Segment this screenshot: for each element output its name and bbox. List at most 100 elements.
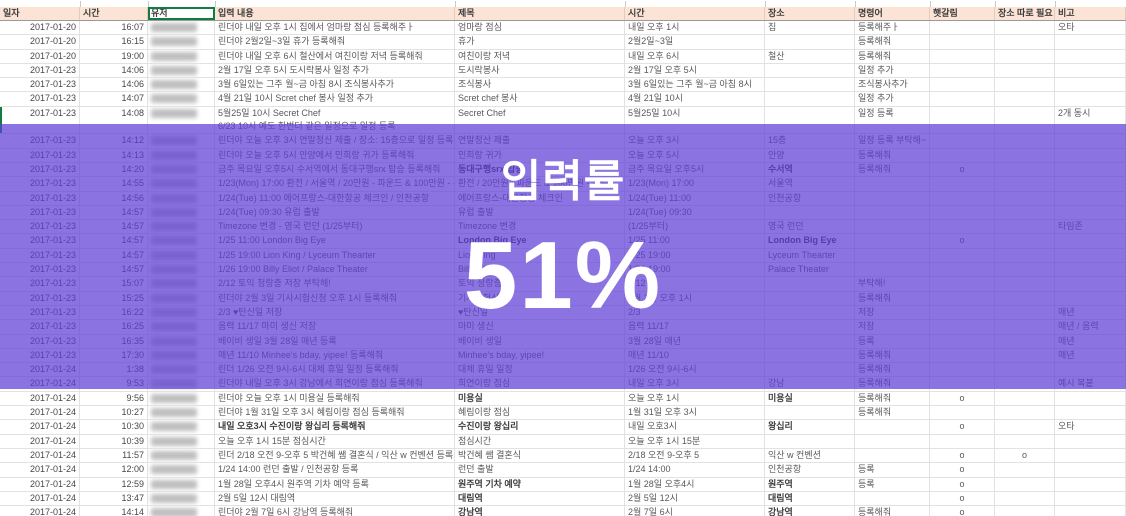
cell-date[interactable]: 2017-01-23 bbox=[0, 63, 80, 78]
cell-command[interactable]: 등록해줘 bbox=[855, 391, 930, 406]
cell-title[interactable]: 강남역 bbox=[455, 506, 625, 516]
cell-command[interactable]: 조식봉사추가 bbox=[855, 78, 930, 92]
cell-time[interactable]: 14:07 bbox=[80, 92, 148, 106]
cell-time[interactable]: 16:15 bbox=[80, 35, 148, 49]
cell-user[interactable] bbox=[148, 92, 215, 106]
cell-input[interactable]: 내일 오호3시 수진이랑 왕십리 등록해줘 bbox=[215, 420, 455, 434]
cell-when[interactable]: 2월2일~3일 bbox=[625, 35, 765, 49]
cell-command[interactable]: 등록해줘 bbox=[855, 406, 930, 420]
cell-user[interactable] bbox=[148, 434, 215, 448]
cell-date[interactable]: 2017-01-23 bbox=[0, 78, 80, 92]
cell-confused[interactable] bbox=[930, 35, 995, 49]
cell-input[interactable]: 린더 2/18 오전 9-오후 5 박건혜 쌤 결혼식 / 익산 w 컨벤션 등… bbox=[215, 448, 455, 463]
cell-input[interactable]: 1/24 14:00 런던 출발 / 인천공항 등록 bbox=[215, 463, 455, 477]
cell-confused[interactable] bbox=[930, 63, 995, 78]
cell-separate[interactable] bbox=[995, 49, 1055, 63]
cell-note[interactable] bbox=[1055, 78, 1126, 92]
cell-user[interactable] bbox=[148, 491, 215, 506]
cell-confused[interactable] bbox=[930, 406, 995, 420]
cell-date[interactable]: 2017-01-24 bbox=[0, 506, 80, 516]
cell-confused[interactable]: o bbox=[930, 506, 995, 516]
cell-command[interactable] bbox=[855, 420, 930, 434]
cell-note[interactable] bbox=[1055, 49, 1126, 63]
cell-date[interactable]: 2017-01-24 bbox=[0, 477, 80, 491]
cell-note[interactable] bbox=[1055, 92, 1126, 106]
cell-when[interactable]: 2월 5일 12시 bbox=[625, 491, 765, 506]
cell-place[interactable] bbox=[765, 92, 855, 106]
cell-when[interactable]: 2월 7일 6시 bbox=[625, 506, 765, 516]
cell-note[interactable] bbox=[1055, 35, 1126, 49]
cell-date[interactable]: 2017-01-20 bbox=[0, 21, 80, 35]
cell-input[interactable]: 3월 6일있는 그주 월~금 아침 8시 조식봉사추가 bbox=[215, 78, 455, 92]
cell-place[interactable] bbox=[765, 406, 855, 420]
cell-date[interactable]: 2017-01-20 bbox=[0, 35, 80, 49]
cell-confused[interactable]: o bbox=[930, 448, 995, 463]
cell-command[interactable]: 등록해줘 bbox=[855, 35, 930, 49]
header-cell-date[interactable]: 일자 bbox=[0, 7, 80, 20]
cell-title[interactable]: 대림역 bbox=[455, 491, 625, 506]
header-cell-confused[interactable]: 햇갈림 bbox=[930, 7, 995, 20]
header-cell-place[interactable]: 장소 bbox=[765, 7, 855, 20]
cell-place[interactable] bbox=[765, 106, 855, 134]
cell-date[interactable]: 2017-01-24 bbox=[0, 420, 80, 434]
cell-input[interactable]: 린더야 오늘 오후 1시 미용실 등록해줘 bbox=[215, 391, 455, 406]
cell-when[interactable]: 1월 28일 오후4시 bbox=[625, 477, 765, 491]
cell-input[interactable]: 4월 21일 10시 Scret chef 봉사 일정 추가 bbox=[215, 92, 455, 106]
cell-command[interactable]: 일정 추가 bbox=[855, 92, 930, 106]
header-cell-when[interactable]: 시간 bbox=[625, 7, 765, 20]
cell-input[interactable]: 린더야 2월 7일 6시 강남역 등록해줘 bbox=[215, 506, 455, 516]
header-cell-input[interactable]: 입력 내용 bbox=[215, 7, 455, 20]
cell-confused[interactable] bbox=[930, 434, 995, 448]
cell-confused[interactable] bbox=[930, 106, 995, 134]
cell-date[interactable]: 2017-01-24 bbox=[0, 463, 80, 477]
cell-user[interactable] bbox=[148, 406, 215, 420]
cell-input[interactable]: 린더야 2월2일~3일 휴가 등록해줘 bbox=[215, 35, 455, 49]
cell-when[interactable]: 5월25일 10시 bbox=[625, 106, 765, 134]
cell-date[interactable]: 2017-01-24 bbox=[0, 391, 80, 406]
cell-command[interactable]: 등록해줘 bbox=[855, 49, 930, 63]
cell-place[interactable]: 철산 bbox=[765, 49, 855, 63]
cell-title[interactable]: 박건혜 쌤 결혼식 bbox=[455, 448, 625, 463]
cell-when[interactable]: 2/18 오전 9-오후 5 bbox=[625, 448, 765, 463]
cell-input[interactable]: 오늘 오후 1시 15분 점심시간 bbox=[215, 434, 455, 448]
cell-note[interactable]: 오타 bbox=[1055, 21, 1126, 35]
cell-input[interactable]: 2월 17일 오후 5시 도시락봉사 일정 추가 bbox=[215, 63, 455, 78]
header-cell-title[interactable]: 제목 bbox=[455, 7, 625, 20]
cell-note[interactable]: 오타 bbox=[1055, 420, 1126, 434]
cell-user[interactable] bbox=[148, 506, 215, 516]
cell-user[interactable] bbox=[148, 106, 215, 134]
cell-when[interactable]: 오늘 오후 1시 15분 bbox=[625, 434, 765, 448]
cell-confused[interactable]: o bbox=[930, 491, 995, 506]
cell-user[interactable] bbox=[148, 448, 215, 463]
cell-confused[interactable]: o bbox=[930, 420, 995, 434]
cell-date[interactable]: 2017-01-23 bbox=[0, 92, 80, 106]
cell-separate[interactable] bbox=[995, 78, 1055, 92]
cell-time[interactable]: 9:56 bbox=[80, 391, 148, 406]
cell-separate[interactable] bbox=[995, 434, 1055, 448]
cell-note[interactable] bbox=[1055, 463, 1126, 477]
cell-separate[interactable] bbox=[995, 491, 1055, 506]
cell-separate[interactable] bbox=[995, 106, 1055, 134]
cell-when[interactable]: 오늘 오후 1시 bbox=[625, 391, 765, 406]
cell-time[interactable]: 12:00 bbox=[80, 463, 148, 477]
cell-when[interactable]: 1월 31일 오후 3시 bbox=[625, 406, 765, 420]
header-cell-command[interactable]: 명령어 bbox=[855, 7, 930, 20]
cell-command[interactable]: 일정 추가 bbox=[855, 63, 930, 78]
cell-time[interactable]: 14:06 bbox=[80, 78, 148, 92]
cell-title[interactable]: 런던 출발 bbox=[455, 463, 625, 477]
cell-place[interactable]: 왕십리 bbox=[765, 420, 855, 434]
cell-time[interactable]: 10:30 bbox=[80, 420, 148, 434]
cell-when[interactable]: 내일 오호3시 bbox=[625, 420, 765, 434]
cell-note[interactable] bbox=[1055, 506, 1126, 516]
cell-place[interactable] bbox=[765, 78, 855, 92]
cell-time[interactable]: 14:06 bbox=[80, 63, 148, 78]
cell-when[interactable]: 4월 21일 10시 bbox=[625, 92, 765, 106]
cell-user[interactable] bbox=[148, 21, 215, 35]
header-cell-time[interactable]: 시간 bbox=[80, 7, 148, 20]
cell-note[interactable] bbox=[1055, 448, 1126, 463]
header-cell-separate[interactable]: 장소 따로 필요 bbox=[995, 7, 1055, 20]
cell-command[interactable]: 등록해주ㅏ bbox=[855, 21, 930, 35]
cell-command[interactable] bbox=[855, 448, 930, 463]
cell-title[interactable]: 점심시간 bbox=[455, 434, 625, 448]
cell-input[interactable]: 1월 28일 오후4시 원주역 기차 예약 등록 bbox=[215, 477, 455, 491]
